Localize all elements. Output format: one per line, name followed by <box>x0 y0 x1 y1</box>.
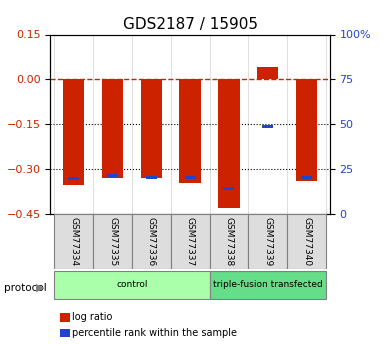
Bar <box>257 67 278 79</box>
Title: GDS2187 / 15905: GDS2187 / 15905 <box>123 17 258 32</box>
FancyBboxPatch shape <box>210 270 326 298</box>
Bar <box>218 79 240 208</box>
Text: GSM77336: GSM77336 <box>147 217 156 266</box>
FancyBboxPatch shape <box>54 270 210 298</box>
Bar <box>185 176 196 179</box>
Text: triple-fusion transfected: triple-fusion transfected <box>213 280 322 289</box>
Bar <box>223 187 234 190</box>
FancyBboxPatch shape <box>210 214 248 269</box>
Bar <box>301 176 312 179</box>
Text: protocol: protocol <box>4 283 47 293</box>
Text: log ratio: log ratio <box>72 313 112 322</box>
Text: percentile rank within the sample: percentile rank within the sample <box>72 328 237 338</box>
Bar <box>63 79 85 186</box>
Text: GSM77340: GSM77340 <box>302 217 311 266</box>
FancyBboxPatch shape <box>171 214 210 269</box>
FancyBboxPatch shape <box>287 214 326 269</box>
Bar <box>146 176 157 179</box>
FancyBboxPatch shape <box>132 214 171 269</box>
Text: control: control <box>116 280 148 289</box>
Bar <box>68 177 79 179</box>
FancyBboxPatch shape <box>54 214 93 269</box>
Text: GSM77337: GSM77337 <box>185 217 195 266</box>
Bar <box>296 79 317 181</box>
Bar <box>179 79 201 183</box>
Bar <box>107 174 118 177</box>
FancyBboxPatch shape <box>248 214 287 269</box>
Text: GSM77334: GSM77334 <box>69 217 78 266</box>
Bar <box>140 79 162 178</box>
Bar <box>262 125 273 128</box>
Bar <box>102 79 123 178</box>
Text: GSM77335: GSM77335 <box>108 217 117 266</box>
Text: GSM77339: GSM77339 <box>263 217 272 266</box>
Text: ▶: ▶ <box>36 283 45 293</box>
Text: GSM77338: GSM77338 <box>224 217 234 266</box>
FancyBboxPatch shape <box>93 214 132 269</box>
